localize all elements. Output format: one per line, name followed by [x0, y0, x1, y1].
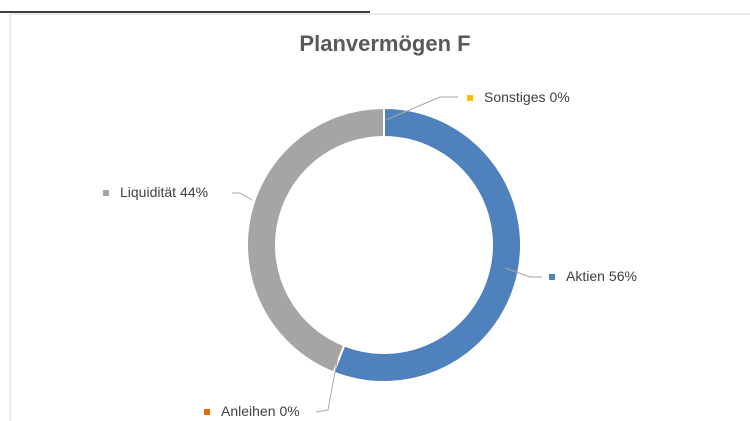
data-label: Sonstiges 0% [484, 89, 570, 105]
category-label: Anleihen [221, 403, 276, 419]
chart-title: Planvermögen F [299, 31, 470, 56]
leader-line [315, 344, 341, 413]
donut-segment [246, 106, 385, 374]
leader-line [385, 96, 458, 121]
legend-marker [467, 95, 473, 101]
category-label: Aktien [566, 268, 605, 284]
legend-marker [103, 190, 109, 196]
value-label: 0% [549, 89, 569, 105]
value-label: 44% [180, 184, 208, 200]
data-label: Anleihen 0% [221, 403, 300, 419]
value-label: 0% [280, 403, 300, 419]
legend-marker [549, 274, 555, 280]
data-label: Aktien 56% [566, 268, 637, 284]
value-label: 56% [609, 268, 637, 284]
category-label: Sonstiges [484, 89, 545, 105]
data-label: Liquidität 44% [120, 184, 208, 200]
donut-segment [332, 106, 522, 383]
legend-marker [204, 409, 210, 415]
leader-line [504, 267, 542, 278]
category-label: Liquidität [120, 184, 176, 200]
leader-line [232, 192, 253, 201]
